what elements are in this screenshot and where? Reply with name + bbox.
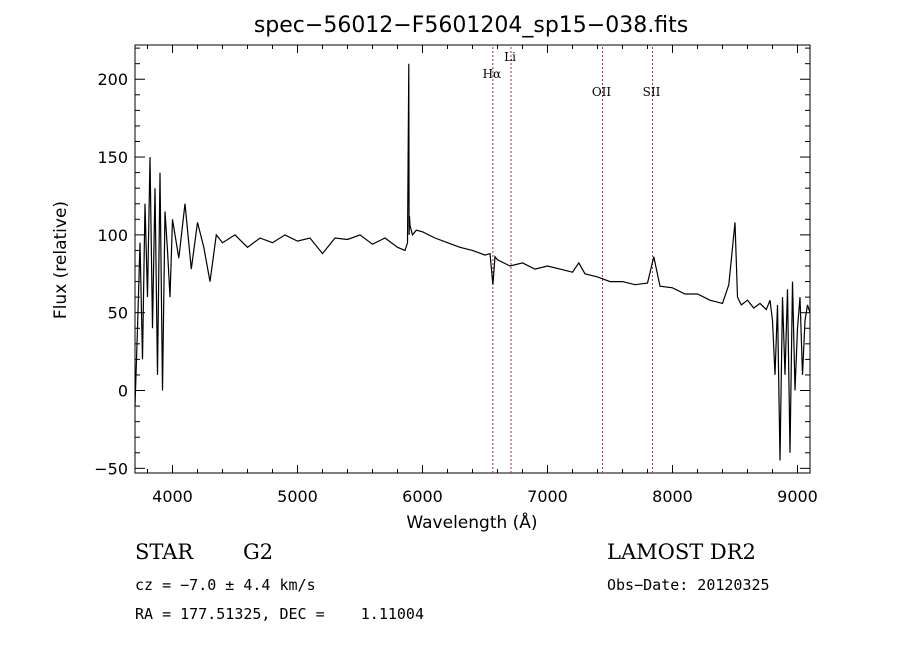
x-tick-label: 6000 <box>402 487 443 506</box>
line-marker-label: Hα <box>483 67 502 81</box>
x-tick-label: 5000 <box>277 487 318 506</box>
redshift-cz: cz = −7.0 ± 4.4 km/s <box>135 576 316 594</box>
obs-date: Obs−Date: 20120325 <box>607 576 770 594</box>
x-tick-label: 7000 <box>527 487 568 506</box>
object-subclass: G2 <box>243 540 274 564</box>
x-tick-label: 8000 <box>652 487 693 506</box>
line-marker-label: OII <box>592 85 612 99</box>
line-marker-label: Li <box>504 50 516 64</box>
spectrum-series <box>134 63 811 461</box>
chart-title: spec−56012−F5601204_sp15−038.fits <box>254 13 688 38</box>
y-axis-label: Flux (relative) <box>51 201 71 319</box>
line-marker-label: SII <box>643 85 661 99</box>
y-tick-label: 200 <box>97 70 128 89</box>
plot-frame <box>134 44 811 474</box>
y-tick-label: 100 <box>97 226 128 245</box>
survey-name: LAMOST DR2 <box>607 540 756 564</box>
x-axis: 4000 5000 6000 7000 8000 9000 <box>147 45 818 506</box>
coordinates: RA = 177.51325, DEC = 1.11004 <box>135 605 424 623</box>
x-tick-label: 9000 <box>777 487 818 506</box>
x-axis-label: Wavelength (Å) <box>406 511 537 533</box>
y-tick-label: 0 <box>118 382 128 401</box>
y-tick-label: −50 <box>94 459 128 478</box>
x-tick-label: 4000 <box>152 487 193 506</box>
y-tick-label: 150 <box>97 148 128 167</box>
spectrum-line <box>134 63 811 461</box>
object-class: STAR <box>135 540 194 564</box>
y-axis: −50 0 50 100 150 200 <box>94 47 810 478</box>
y-tick-label: 50 <box>108 304 128 323</box>
